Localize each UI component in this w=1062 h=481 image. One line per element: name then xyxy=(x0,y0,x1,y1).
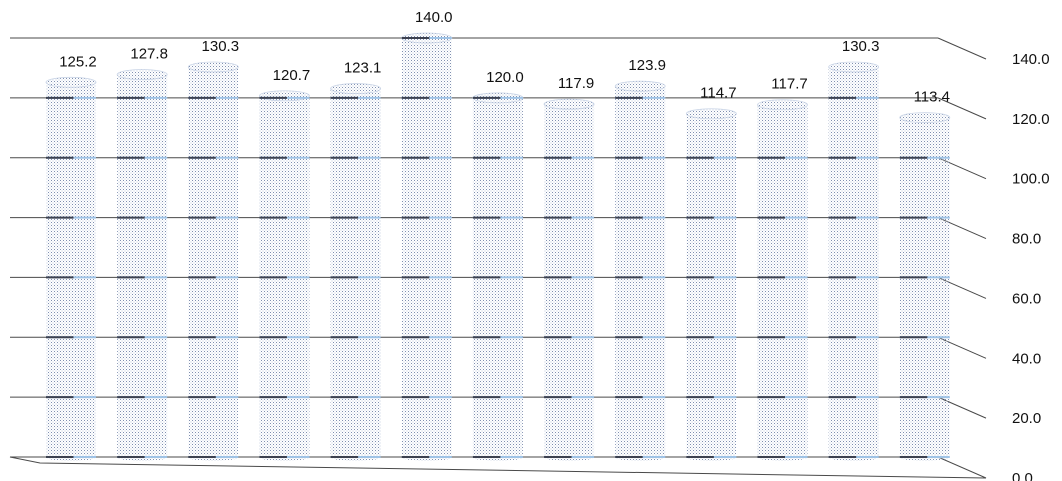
bar-body xyxy=(259,95,310,457)
bar xyxy=(685,108,737,461)
data-label: 130.3 xyxy=(842,38,880,55)
bar xyxy=(828,61,880,461)
bar-body xyxy=(544,104,595,457)
data-label: 125.2 xyxy=(59,53,97,70)
bar-cap xyxy=(614,80,666,92)
bar xyxy=(543,98,595,461)
data-label: 117.7 xyxy=(771,76,807,93)
bar xyxy=(472,92,524,461)
bar-body xyxy=(686,113,737,457)
bar-body xyxy=(401,38,452,457)
y-tick-label: 80.0 xyxy=(1012,231,1041,248)
bar xyxy=(259,90,310,461)
bar xyxy=(401,32,453,461)
y-axis-tick-labels: 0.0 20.0 40.0 60.0 80.0 100.0 120.0 140.0 xyxy=(1012,51,1050,481)
bar xyxy=(116,69,168,461)
bars xyxy=(45,32,951,461)
data-label: 120.0 xyxy=(486,69,524,86)
data-label: 127.8 xyxy=(130,46,168,63)
data-label: 140.0 xyxy=(415,9,453,26)
bar-body xyxy=(828,67,879,458)
data-label: 130.3 xyxy=(202,38,240,55)
bar-cap xyxy=(116,69,168,80)
bar-cap xyxy=(828,61,880,73)
bar-cap xyxy=(757,99,808,111)
bar-cap xyxy=(259,90,310,102)
data-labels: 125.2 127.8 130.3 120.7 123.1 140.0 120.0 117.9… xyxy=(59,9,950,106)
data-label: 123.9 xyxy=(628,57,666,74)
bar xyxy=(187,61,239,461)
bar xyxy=(614,80,666,461)
bar-body xyxy=(615,86,666,457)
bar xyxy=(330,83,382,461)
bar-cap xyxy=(330,83,382,94)
bar-cap xyxy=(685,108,737,120)
bar-cap xyxy=(899,112,951,124)
y-tick-label: 60.0 xyxy=(1012,290,1041,307)
bar-cap xyxy=(187,61,239,73)
bar-cap xyxy=(45,76,97,88)
y-tick-label: 120.0 xyxy=(1012,111,1050,128)
bar-body xyxy=(188,67,239,458)
bar-body xyxy=(117,74,168,458)
bar-body xyxy=(46,82,96,458)
y-tick-label: 140.0 xyxy=(1012,51,1050,68)
bar xyxy=(757,99,808,461)
bar xyxy=(45,76,97,461)
data-label: 114.7 xyxy=(700,85,736,102)
bar xyxy=(899,112,951,461)
bar-body xyxy=(757,104,808,457)
data-label: 113.4 xyxy=(914,89,950,106)
data-label: 120.7 xyxy=(273,67,311,84)
gridline-depth xyxy=(937,37,987,60)
data-label: 117.9 xyxy=(558,75,594,92)
bar-cap xyxy=(543,98,595,110)
bar-body xyxy=(330,88,381,457)
gridline-depth xyxy=(937,97,987,120)
data-label: 123.1 xyxy=(344,60,382,77)
bar-body xyxy=(899,117,950,458)
y-tick-label: 40.0 xyxy=(1012,350,1041,367)
y-tick-label: 100.0 xyxy=(1012,171,1050,188)
y-tick-label: 20.0 xyxy=(1012,410,1041,427)
y-tick-label: 0.0 xyxy=(1012,470,1033,481)
